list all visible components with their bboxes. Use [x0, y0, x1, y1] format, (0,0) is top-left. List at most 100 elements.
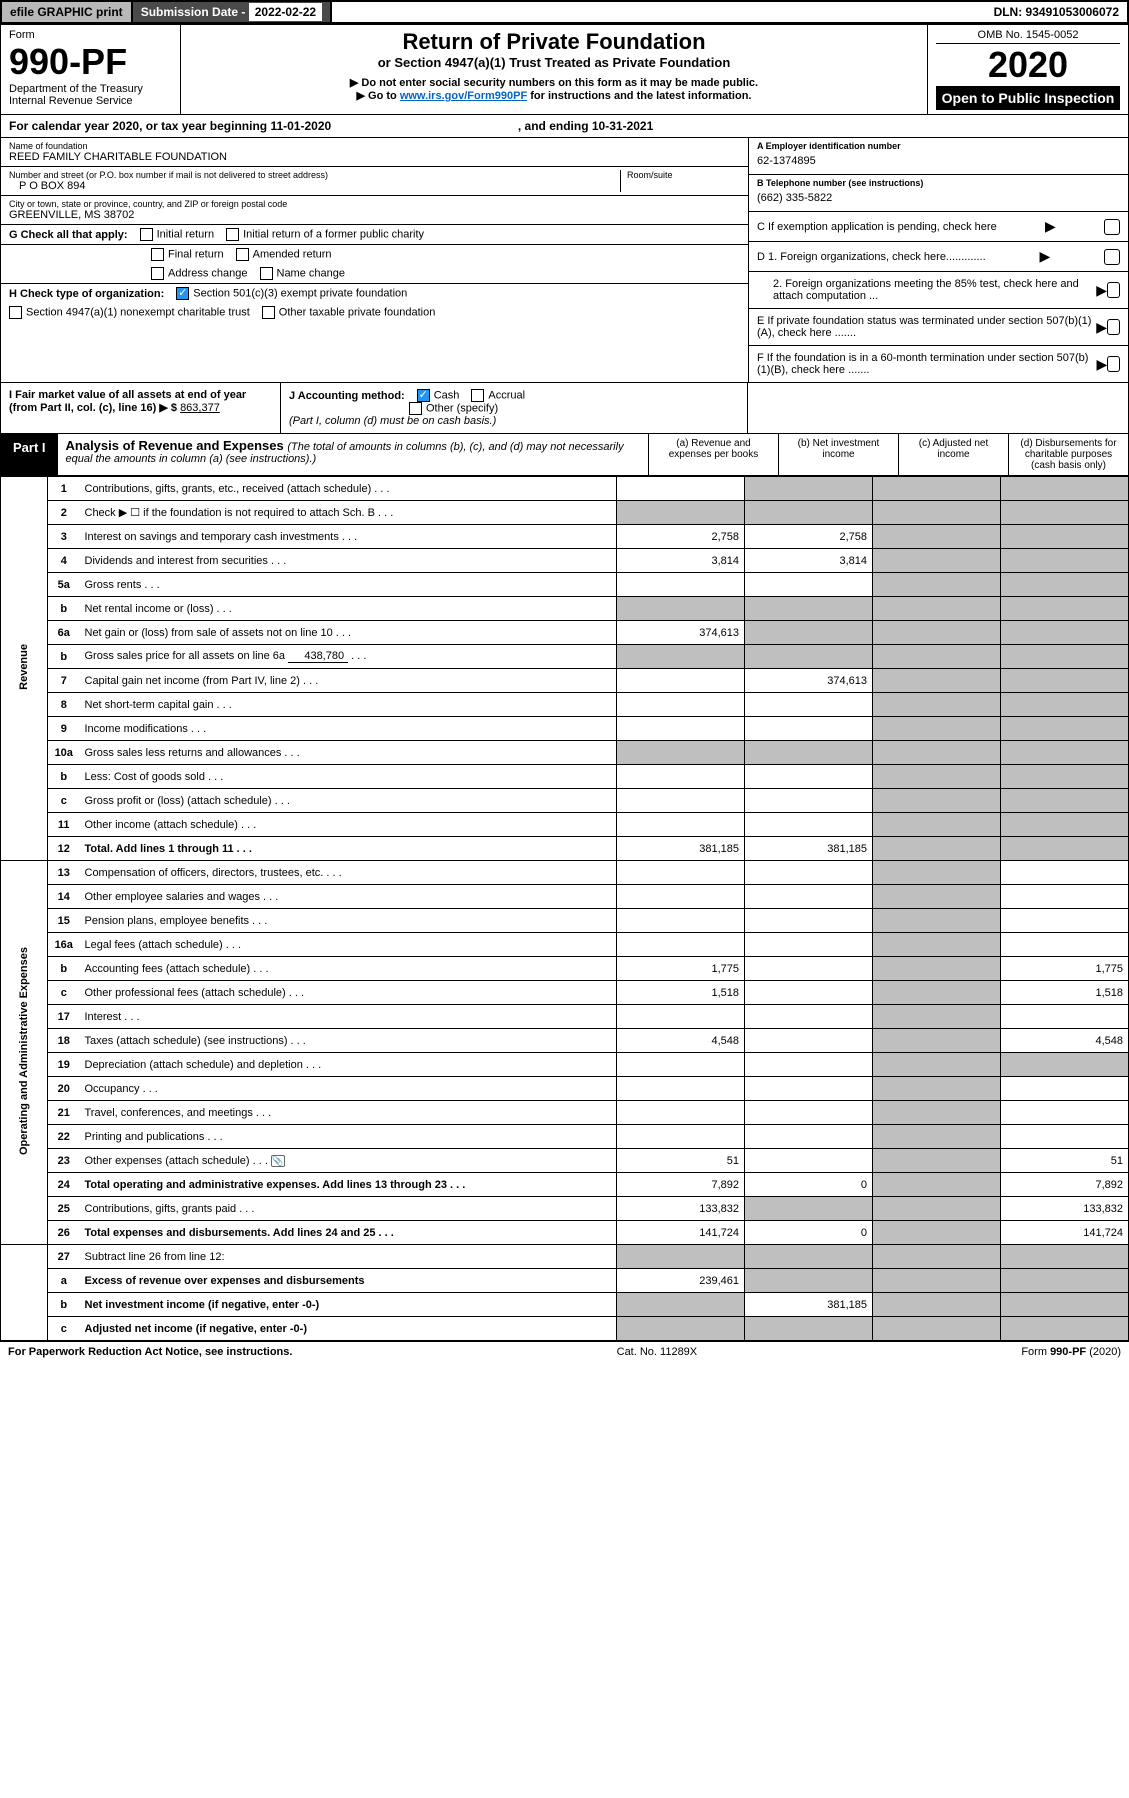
d1-checkbox[interactable]	[1104, 249, 1120, 265]
section-i-j: I Fair market value of all assets at end…	[0, 383, 1129, 434]
col-c-value	[873, 1101, 1001, 1125]
table-row: 27Subtract line 26 from line 12:	[1, 1245, 1129, 1269]
row-description: Depreciation (attach schedule) and deple…	[80, 1053, 617, 1077]
name-change-checkbox[interactable]	[260, 267, 273, 280]
col-b-value	[745, 717, 873, 741]
col-b-value	[745, 1029, 873, 1053]
address-change-checkbox[interactable]	[151, 267, 164, 280]
address: P O BOX 894	[9, 180, 620, 192]
other-taxable-checkbox[interactable]	[262, 306, 275, 319]
col-b-value	[745, 981, 873, 1005]
col-b-value	[745, 477, 873, 501]
irs-link[interactable]: www.irs.gov/Form990PF	[400, 90, 527, 102]
col-c-value	[873, 477, 1001, 501]
col-b-value	[745, 789, 873, 813]
table-row: 24Total operating and administrative exp…	[1, 1173, 1129, 1197]
accrual-checkbox[interactable]	[471, 389, 484, 402]
col-d-value	[1001, 1317, 1129, 1341]
row-number: c	[48, 1317, 80, 1341]
col-c-value	[873, 885, 1001, 909]
col-c-value	[873, 1149, 1001, 1173]
form-label: Form	[9, 29, 172, 41]
row-description: Other expenses (attach schedule) . . . 📎	[80, 1149, 617, 1173]
col-d-value	[1001, 717, 1129, 741]
row-number: a	[48, 1269, 80, 1293]
final-return-checkbox[interactable]	[151, 248, 164, 261]
row-number: 18	[48, 1029, 80, 1053]
row-description: Contributions, gifts, grants, etc., rece…	[80, 477, 617, 501]
col-c-value	[873, 1197, 1001, 1221]
initial-return-checkbox[interactable]	[140, 228, 153, 241]
table-row: 23Other expenses (attach schedule) . . .…	[1, 1149, 1129, 1173]
table-row: 26Total expenses and disbursements. Add …	[1, 1221, 1129, 1245]
table-row: cOther professional fees (attach schedul…	[1, 981, 1129, 1005]
col-d-value	[1001, 741, 1129, 765]
501c3-checkbox[interactable]	[176, 287, 189, 300]
col-d-value	[1001, 693, 1129, 717]
row-number: 11	[48, 813, 80, 837]
col-c-value	[873, 1221, 1001, 1245]
row-number: 17	[48, 1005, 80, 1029]
row-number: 14	[48, 885, 80, 909]
row-description: Accounting fees (attach schedule) . . .	[80, 957, 617, 981]
col-c-value	[873, 1173, 1001, 1197]
part1-label: Part I	[1, 434, 58, 475]
dln: DLN: 93491053006072	[986, 2, 1127, 22]
f-checkbox[interactable]	[1107, 356, 1120, 372]
col-c-value	[873, 693, 1001, 717]
row-number: 2	[48, 501, 80, 525]
amended-return-checkbox[interactable]	[236, 248, 249, 261]
attachment-icon[interactable]: 📎	[271, 1155, 285, 1167]
col-d-value: 1,518	[1001, 981, 1129, 1005]
col-d-value	[1001, 1077, 1129, 1101]
row-number: b	[48, 1293, 80, 1317]
footer-mid: Cat. No. 11289X	[617, 1346, 698, 1358]
col-c-value	[873, 1077, 1001, 1101]
col-d-value	[1001, 909, 1129, 933]
col-c-header: (c) Adjusted net income	[898, 434, 1008, 475]
col-a-value	[617, 933, 745, 957]
col-d-value	[1001, 669, 1129, 693]
col-d-value	[1001, 1245, 1129, 1269]
table-row: 5aGross rents . . .	[1, 573, 1129, 597]
d2-checkbox[interactable]	[1107, 282, 1120, 298]
table-row: bGross sales price for all assets on lin…	[1, 645, 1129, 669]
row-number: 5a	[48, 573, 80, 597]
instruction-2: ▶ Go to www.irs.gov/Form990PF for instru…	[189, 89, 919, 102]
cash-checkbox[interactable]	[417, 389, 430, 402]
page-footer: For Paperwork Reduction Act Notice, see …	[0, 1341, 1129, 1362]
c-checkbox[interactable]	[1104, 219, 1120, 235]
col-b-value: 3,814	[745, 549, 873, 573]
col-d-value: 133,832	[1001, 1197, 1129, 1221]
calendar-year-row: For calendar year 2020, or tax year begi…	[0, 115, 1129, 138]
4947-checkbox[interactable]	[9, 306, 22, 319]
e-checkbox[interactable]	[1107, 319, 1120, 335]
col-b-value	[745, 1269, 873, 1293]
col-a-value	[617, 597, 745, 621]
initial-former-checkbox[interactable]	[226, 228, 239, 241]
col-a-value	[617, 645, 745, 669]
col-c-value	[873, 1005, 1001, 1029]
other-method-checkbox[interactable]	[409, 402, 422, 415]
tax-year: 2020	[936, 44, 1120, 86]
col-b-value	[745, 861, 873, 885]
col-c-value	[873, 861, 1001, 885]
row-description: Excess of revenue over expenses and disb…	[80, 1269, 617, 1293]
expenses-vertical-label: Operating and Administrative Expenses	[1, 861, 48, 1245]
col-a-value	[617, 1125, 745, 1149]
table-row: 6aNet gain or (loss) from sale of assets…	[1, 621, 1129, 645]
col-a-value	[617, 909, 745, 933]
col-c-value	[873, 597, 1001, 621]
efile-label[interactable]: efile GRAPHIC print	[2, 2, 133, 22]
row-description: Other professional fees (attach schedule…	[80, 981, 617, 1005]
col-c-value	[873, 909, 1001, 933]
col-d-value	[1001, 1053, 1129, 1077]
table-row: aExcess of revenue over expenses and dis…	[1, 1269, 1129, 1293]
row-number: 23	[48, 1149, 80, 1173]
col-a-value	[617, 1293, 745, 1317]
table-row: 8Net short-term capital gain . . .	[1, 693, 1129, 717]
col-b-value: 2,758	[745, 525, 873, 549]
table-row: 14Other employee salaries and wages . . …	[1, 885, 1129, 909]
col-c-value	[873, 933, 1001, 957]
col-b-value	[745, 957, 873, 981]
